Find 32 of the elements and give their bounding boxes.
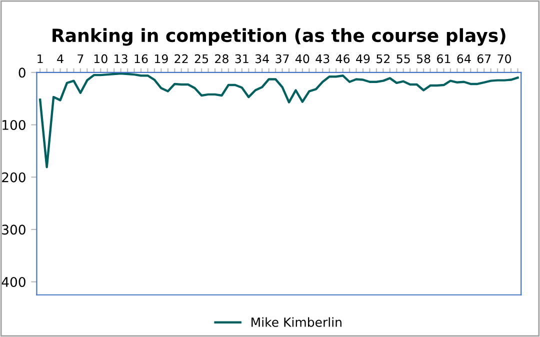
x-tick-label: 55: [396, 54, 410, 64]
x-tick-label: 58: [416, 54, 430, 64]
y-tick-label: 400: [2, 277, 26, 287]
x-tick-label: 28: [215, 54, 228, 64]
x-tick-label: 43: [316, 54, 330, 64]
x-tick-label: 31: [235, 54, 248, 64]
x-tick-label: 49: [356, 54, 370, 64]
x-tick-label: 61: [437, 54, 450, 64]
legend-label: Mike Kimberlin: [252, 317, 342, 327]
x-tick-label: 67: [477, 54, 491, 64]
x-tick-label: 64: [457, 54, 471, 64]
x-tick-label: 1: [38, 54, 43, 64]
x-tick-label: 19: [154, 54, 168, 64]
y-tick-label: 100: [2, 120, 26, 130]
x-tick-label: 7: [78, 54, 84, 64]
x-tick-label: 16: [134, 54, 148, 64]
y-tick-label: 200: [2, 172, 26, 182]
x-tick-label: 25: [194, 54, 208, 64]
line-series: [38, 72, 519, 168]
x-tick-label: 37: [276, 54, 289, 64]
x-tick-label: 52: [376, 54, 390, 64]
chart-title: Ranking in competition (as the course plays): [52, 28, 506, 46]
x-tick-label: 10: [94, 54, 108, 64]
x-tick-label: 4: [57, 54, 64, 64]
y-tick-label: 0: [18, 68, 26, 78]
x-tick-label: 40: [296, 54, 310, 64]
x-tick-label: 34: [255, 54, 269, 64]
x-tick-label: 22: [174, 54, 188, 64]
x-tick-label: 70: [498, 54, 512, 64]
y-tick-label: 300: [2, 224, 26, 235]
x-tick-label: 13: [114, 54, 128, 64]
x-tick-label: 46: [336, 54, 350, 64]
